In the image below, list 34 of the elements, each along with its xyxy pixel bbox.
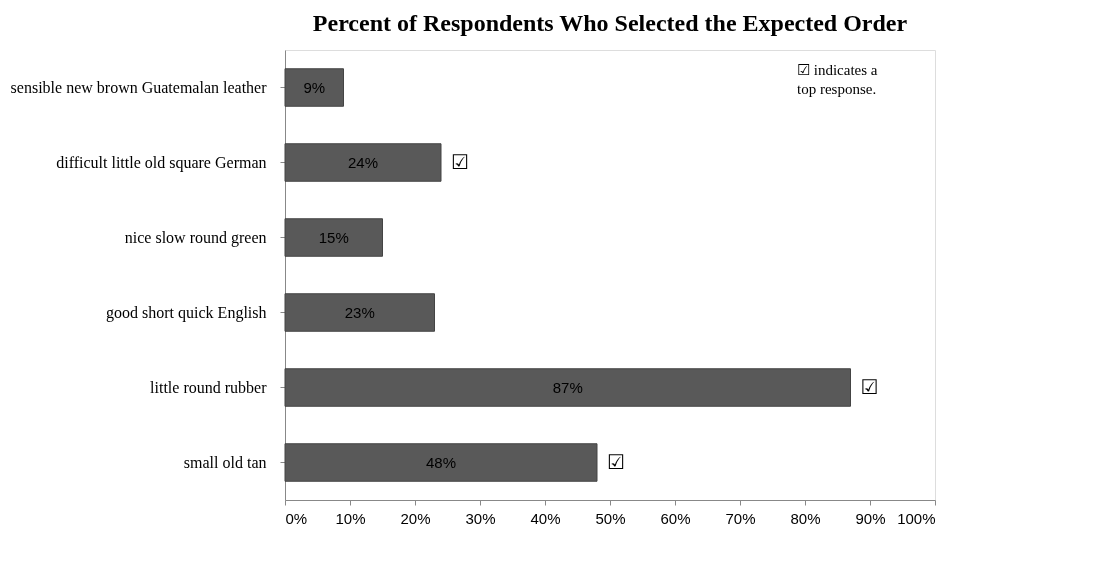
- x-tick-label: 60%: [660, 509, 691, 527]
- bar: [284, 443, 598, 482]
- annotation: ☑: [860, 374, 879, 399]
- x-tick-label: 70%: [725, 509, 756, 527]
- annotation: ☑: [607, 449, 625, 474]
- y-tick-label: sensible new brown Guatemalan leather: [10, 78, 268, 96]
- x-tick-label: 80%: [790, 509, 821, 527]
- annotation: ☑ indicates a top response.: [797, 62, 878, 97]
- data-label: 48%: [425, 453, 457, 471]
- x-tick-label: 90%: [855, 509, 886, 527]
- data-label: 9%: [303, 78, 326, 96]
- data-label: 15%: [318, 228, 349, 246]
- annotation: ☑: [451, 149, 469, 174]
- bar: [284, 293, 435, 332]
- x-tick-label: 20%: [400, 509, 431, 527]
- y-tick-label: little round rubber: [150, 378, 268, 396]
- data-label: 87%: [552, 378, 583, 396]
- x-tick-label: 30%: [465, 509, 496, 527]
- y-tick-label: difficult little old square German: [56, 153, 267, 172]
- chart-title: Percent of Respondents Who Selected the Expected Order: [312, 10, 908, 36]
- x-tick-label: 10%: [335, 509, 366, 527]
- x-tick-label: 100%: [897, 509, 936, 527]
- bar: [284, 368, 851, 407]
- x-tick-label: 50%: [595, 509, 626, 527]
- y-tick-label: nice slow round green: [124, 228, 267, 247]
- y-tick-label: good short quick English: [106, 303, 267, 322]
- x-tick-label: 0%: [285, 509, 308, 527]
- x-tick-label: 40%: [530, 509, 561, 527]
- bar: [284, 143, 442, 182]
- data-label: 24%: [347, 153, 379, 171]
- y-tick-label: small old tan: [183, 453, 267, 471]
- bar: [284, 68, 344, 107]
- bar: [284, 218, 383, 257]
- data-label: 23%: [344, 303, 375, 321]
